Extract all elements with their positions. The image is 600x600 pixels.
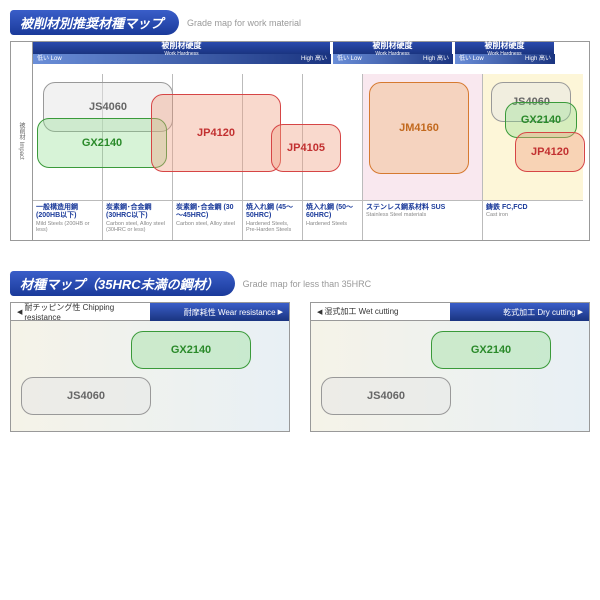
bottom-map-right: 湿式加工 Wet cutting 乾式加工 Dry cutting GX2140… [310, 302, 590, 432]
grade-blob-gx2140: GX2140 [37, 118, 167, 168]
grade-blob-jp4105: JP4105 [271, 124, 341, 172]
bottom-map-left: 耐チッピング性 Chipping resistance 耐摩耗性 Wear re… [10, 302, 290, 432]
section1-title: 被削材別推奨材種マップ [10, 10, 179, 35]
grade-blob-jm4160: JM4160 [369, 82, 469, 174]
section2-subtitle: Grade map for less than 35HRC [243, 279, 372, 289]
y-axis: 被削材 Impact [11, 42, 33, 240]
header-col-1: 被削材硬度 Work Hardness低い LowHigh 高い [333, 42, 453, 64]
section1-subtitle: Grade map for work material [187, 18, 301, 28]
bmap-r-head-l: 湿式加工 Wet cutting [311, 303, 450, 321]
grade-blob-gx2140: GX2140 [131, 331, 251, 369]
bmap-l-head-l: 耐チッピング性 Chipping resistance [11, 303, 150, 321]
grade-blob-jp4120: JP4120 [151, 94, 281, 172]
bottom-maps: 耐チッピング性 Chipping resistance 耐摩耗性 Wear re… [10, 302, 590, 432]
header-col-2: 被削材硬度 Work Hardness低い LowHigh 高い [455, 42, 555, 64]
bmap-r-head-r: 乾式加工 Dry cutting [450, 303, 589, 321]
grade-blob-js4060: JS4060 [321, 377, 451, 415]
grade-blob-js4060: JS4060 [21, 377, 151, 415]
bmap-l-head-r: 耐摩耗性 Wear resistance [150, 303, 289, 321]
section2-title: 材種マップ（35HRC未満の鋼材） [10, 271, 235, 296]
grade-blob-jp4120: JP4120 [515, 132, 585, 172]
header-col-0: 被削材硬度 Work Hardness低い LowHigh 高い [33, 42, 331, 64]
top-map: 被削材 Impact 被削材硬度 Work Hardness低い LowHigh… [10, 41, 590, 241]
grade-blob-gx2140: GX2140 [431, 331, 551, 369]
